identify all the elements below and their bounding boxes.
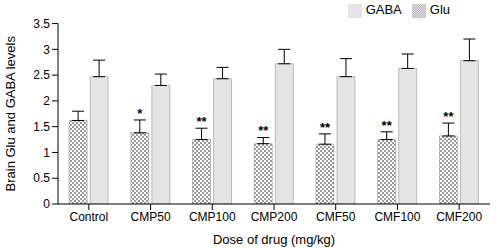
svg-text:CMF100: CMF100 (374, 210, 420, 224)
svg-text:**: ** (196, 114, 207, 129)
svg-text:*: * (137, 106, 143, 121)
svg-text:Dose of drug (mg/kg): Dose of drug (mg/kg) (213, 232, 335, 247)
svg-text:0: 0 (43, 197, 50, 211)
svg-text:**: ** (382, 118, 393, 133)
svg-text:3: 3 (43, 43, 50, 57)
svg-text:2.5: 2.5 (33, 68, 50, 82)
svg-text:2: 2 (43, 94, 50, 108)
svg-text:1: 1 (43, 146, 50, 160)
svg-text:CMF200: CMF200 (436, 210, 482, 224)
svg-text:1.5: 1.5 (33, 120, 50, 134)
svg-text:CMP100: CMP100 (189, 210, 236, 224)
svg-text:CMP200: CMP200 (251, 210, 298, 224)
svg-text:Control: Control (70, 210, 109, 224)
svg-text:Brain Glu and GABA levels: Brain Glu and GABA levels (8, 36, 18, 192)
svg-text:CMP50: CMP50 (131, 210, 171, 224)
html-text:Glu: Glu (429, 2, 450, 17)
html-text:GABA: GABA (365, 2, 402, 17)
svg-text:**: ** (443, 109, 454, 124)
svg-text:CMF50: CMF50 (316, 210, 356, 224)
svg-text:**: ** (320, 120, 331, 135)
svg-text:**: ** (258, 123, 269, 138)
svg-text:0.5: 0.5 (33, 171, 50, 185)
svg-text:3.5: 3.5 (33, 17, 50, 31)
